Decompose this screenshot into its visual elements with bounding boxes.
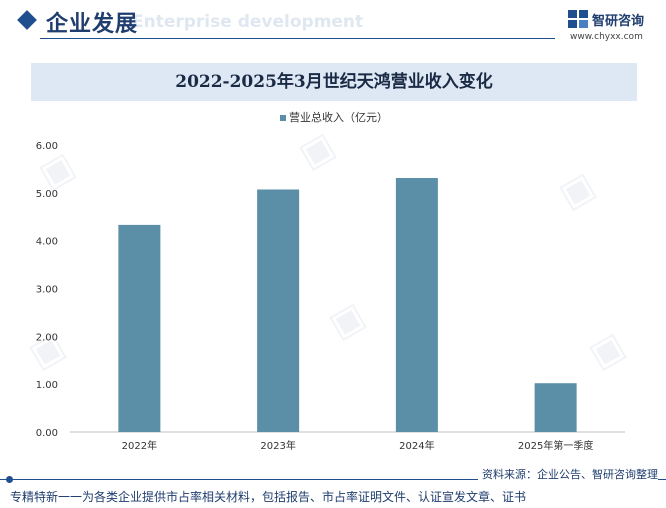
x-tick-label: 2025年第一季度 bbox=[518, 439, 593, 452]
header-ghost-text: Enterprise development bbox=[132, 12, 364, 32]
chart-title: 2022-2025年3月世纪天鸿营业收入变化 bbox=[175, 72, 493, 92]
y-tick-label: 4.00 bbox=[36, 237, 58, 248]
header-divider bbox=[40, 38, 555, 39]
y-tick-label: 3.00 bbox=[36, 285, 58, 296]
footer-note: 专精特新一一为各类企业提供市占率相关材料，包括报告、市占率证明文件、认证宣发文章… bbox=[10, 490, 527, 504]
footer-divider bbox=[0, 479, 666, 480]
y-tick-label: 1.00 bbox=[36, 380, 58, 391]
x-tick-label: 2022年 bbox=[122, 439, 157, 452]
y-tick-label: 6.00 bbox=[36, 141, 58, 152]
y-tick-label: 5.00 bbox=[36, 189, 58, 200]
source-note: 资料来源：企业公告、智研咨询整理 bbox=[478, 466, 658, 482]
logo-icon bbox=[568, 10, 588, 28]
logo-name: 智研咨询 bbox=[592, 14, 645, 29]
footer-dot bbox=[6, 476, 13, 483]
legend-label: 营业总收入（亿元） bbox=[289, 110, 388, 124]
legend-swatch bbox=[280, 115, 286, 121]
diamond-icon bbox=[17, 10, 37, 30]
logo-url: www.chyxx.com bbox=[570, 32, 643, 42]
brand-logo: 智研咨询 www.chyxx.com bbox=[568, 8, 658, 42]
y-tick-label: 2.00 bbox=[36, 332, 58, 343]
chart-title-band: 2022-2025年3月世纪天鸿营业收入变化 bbox=[31, 63, 637, 101]
bar bbox=[257, 189, 300, 432]
x-tick-label: 2024年 bbox=[399, 439, 434, 452]
bar bbox=[534, 383, 577, 432]
bar bbox=[118, 224, 161, 432]
bar-chart: 营业总收入（亿元） 0.00 1.00 2.00 3.00 4.00 5.00 6.00 202… bbox=[36, 110, 625, 452]
section-title: 企业发展 bbox=[46, 12, 139, 37]
x-tick-label: 2023年 bbox=[260, 439, 295, 452]
bar bbox=[395, 178, 438, 432]
page-header: Enterprise development 企业发展 智研咨询 www.chy… bbox=[0, 0, 666, 46]
y-tick-label: 0.00 bbox=[36, 428, 58, 439]
